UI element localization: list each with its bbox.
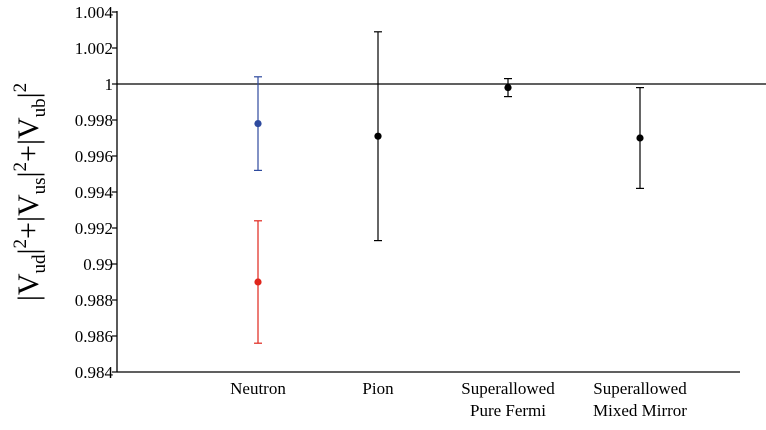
data-point (374, 132, 382, 140)
y-tick-label: 0.988 (75, 291, 113, 310)
data-points (254, 84, 644, 286)
y-tick-label: 0.996 (75, 147, 113, 166)
y-axis-label-part: us (29, 177, 50, 194)
error-bars (254, 31, 644, 344)
y-tick-label: 0.986 (75, 327, 113, 346)
x-category-label: Neutron (230, 379, 286, 398)
y-axis-label-part: | (12, 92, 45, 98)
x-category-label: Superallowed (461, 379, 555, 398)
y-axis-label-part: ud (29, 254, 50, 274)
data-point (636, 134, 644, 142)
y-tick-label: 0.998 (75, 111, 113, 130)
y-axis-label-part: |V (12, 273, 45, 301)
y-tick-label: 0.994 (75, 183, 114, 202)
y-axis-label-part: | (12, 171, 45, 177)
y-tick-label: 1.002 (75, 39, 113, 58)
x-axis-category-labels: Neutron Pion Superallowed Pure Fermi Superal… (230, 379, 687, 420)
x-category-label: Pure Fermi (470, 401, 546, 420)
y-tick-label: 1 (105, 75, 114, 94)
data-point (254, 278, 262, 286)
y-axis-label-part: 2 (10, 83, 31, 93)
y-tick-label: 0.99 (83, 255, 113, 274)
y-axis-ticks: 0.984 0.986 0.988 0.99 0.992 0.994 0.996 0.998 1… (75, 3, 117, 382)
y-axis-label-group: |Vud|2+|Vus|2+|Vub|2 (10, 83, 50, 301)
y-axis-label: |Vud|2+|Vus|2+|Vub|2 (10, 83, 50, 301)
y-axis-label-part: +|V (12, 117, 45, 162)
y-axis-label-part: +|V (12, 194, 45, 239)
y-axis-label-part: | (12, 248, 45, 254)
x-category-label: Mixed Mirror (593, 401, 687, 420)
y-tick-label: 0.984 (75, 363, 114, 382)
x-category-label: Pion (362, 379, 394, 398)
y-axis-label-part: 2 (10, 239, 31, 249)
y-axis-label-part: 2 (10, 162, 31, 172)
data-point (504, 84, 512, 92)
y-axis-label-part: ub (29, 98, 50, 117)
y-tick-label: 1.004 (75, 3, 114, 22)
x-category-label: Superallowed (593, 379, 687, 398)
axes (116, 11, 740, 373)
y-tick-label: 0.992 (75, 219, 113, 238)
data-point (254, 120, 262, 128)
